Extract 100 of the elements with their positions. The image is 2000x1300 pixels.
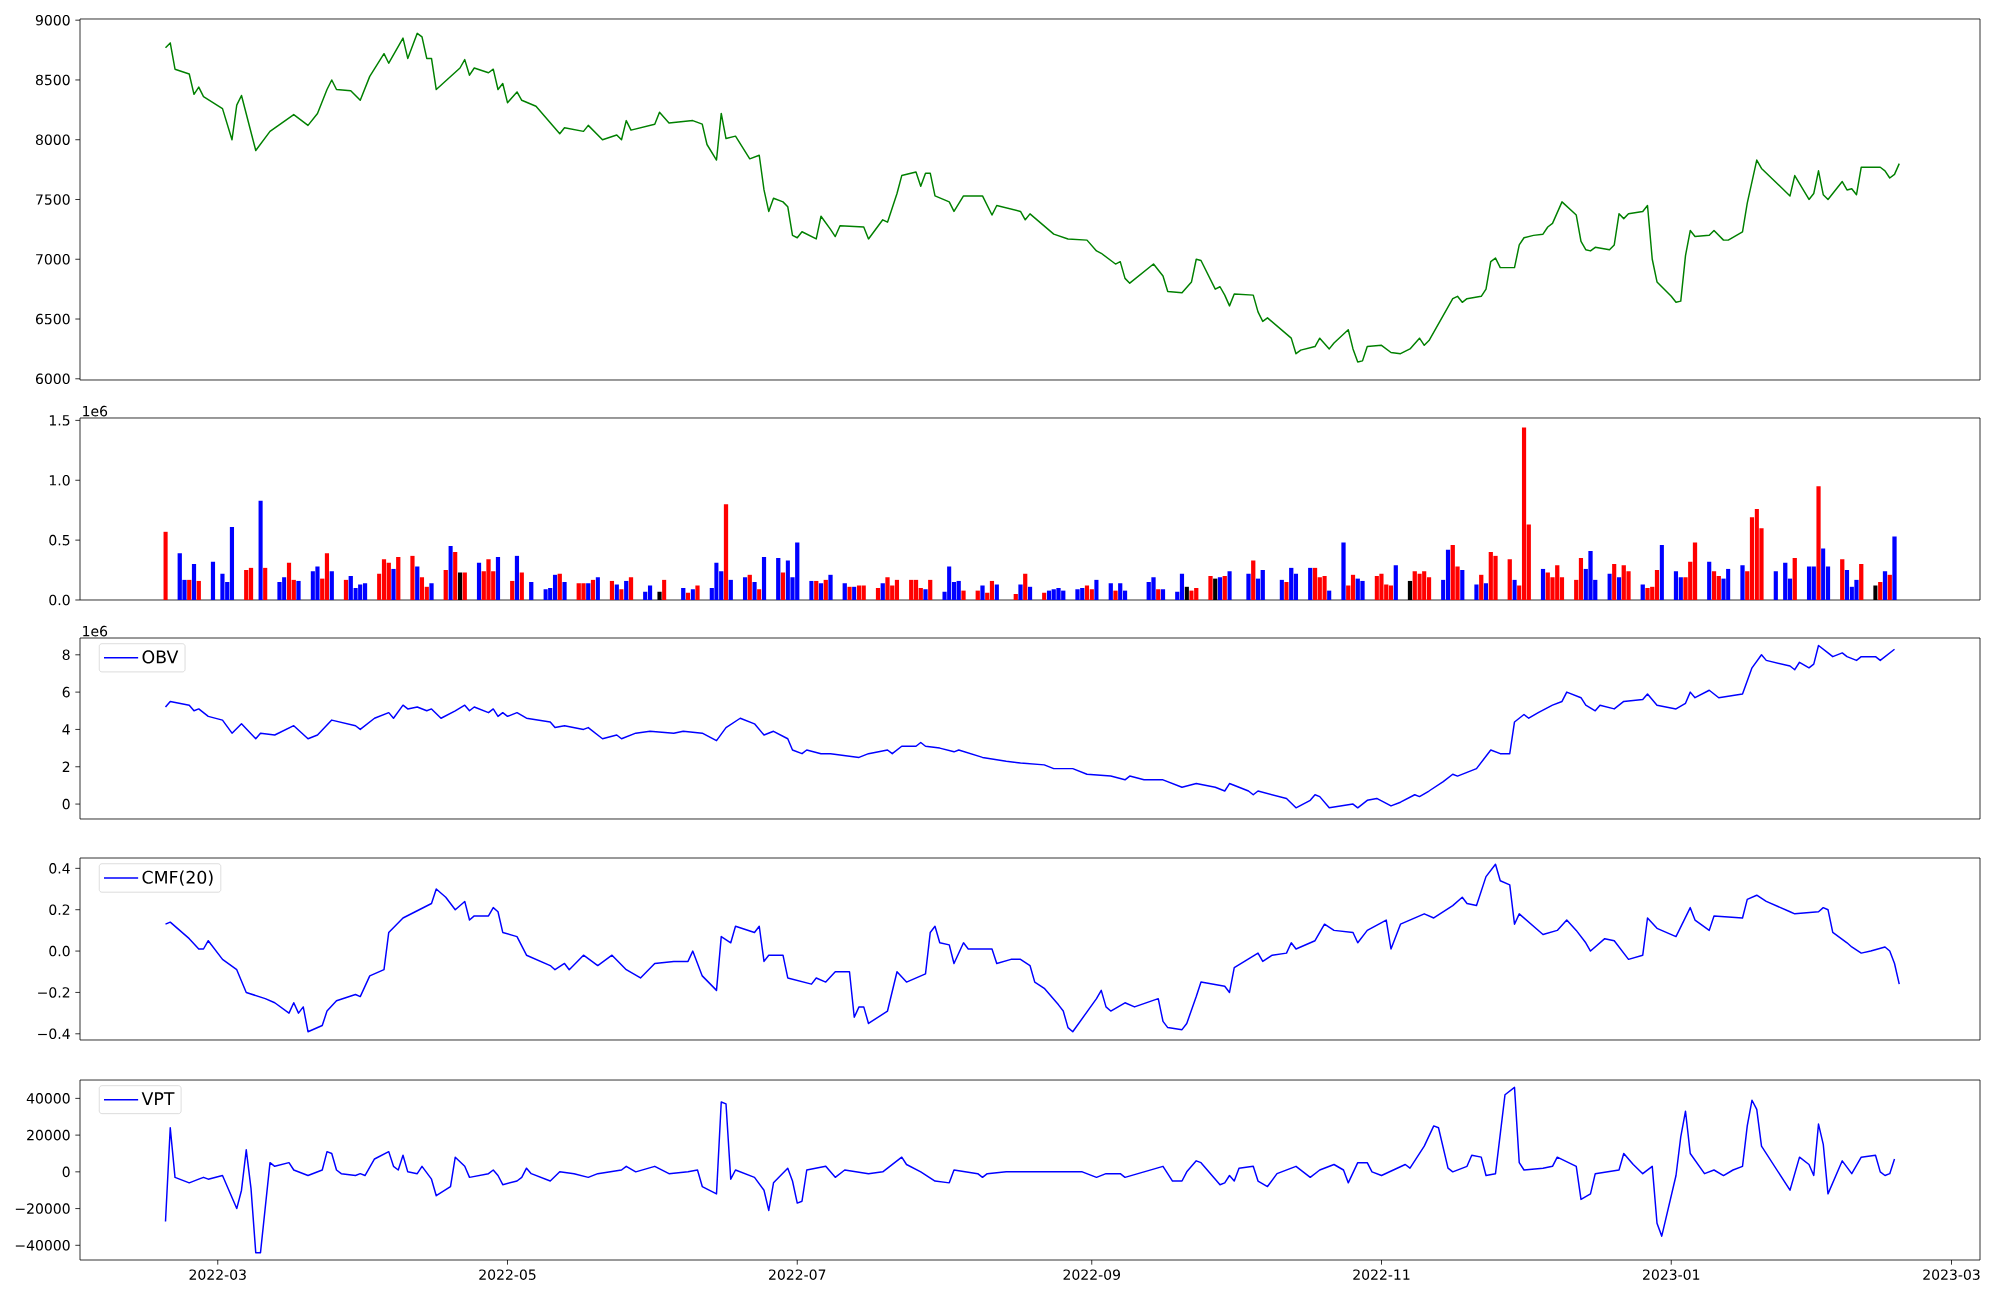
bar: [1588, 550, 1593, 600]
bar: [210, 561, 216, 600]
bar: [1445, 549, 1451, 600]
bar: [875, 588, 881, 600]
bar: [1417, 573, 1422, 600]
bar: [519, 572, 524, 600]
y-tick-label: −0.2: [38, 987, 70, 998]
bar: [1806, 566, 1812, 600]
bar: [752, 582, 757, 600]
bar: [1474, 584, 1479, 600]
bar: [429, 583, 434, 600]
bar: [324, 553, 330, 600]
bar: [823, 579, 828, 600]
bar: [780, 572, 786, 600]
bar: [1260, 570, 1265, 600]
bar: [1027, 586, 1033, 600]
x-tick-label: 2023-03: [1923, 1269, 1980, 1280]
bar: [894, 579, 900, 600]
bar: [386, 562, 391, 600]
y-tick-label: −0.4: [38, 1028, 70, 1040]
bar: [1811, 566, 1816, 600]
y-tick-label: 40000: [26, 1093, 70, 1104]
bar: [628, 577, 634, 600]
bar: [856, 585, 862, 600]
y-tick-label: 0.4: [49, 863, 70, 874]
bar: [1540, 568, 1546, 600]
bar: [1151, 577, 1156, 600]
bar: [662, 579, 667, 600]
bar: [590, 579, 596, 600]
y-tick-label: 6500: [35, 313, 70, 325]
bar: [1217, 577, 1223, 600]
bar: [1692, 542, 1698, 600]
bar: [1493, 555, 1498, 600]
bar: [529, 582, 534, 600]
bar: [315, 566, 320, 600]
bar: [818, 583, 824, 600]
bar: [1289, 567, 1294, 600]
bar: [329, 571, 334, 600]
bar: [1322, 576, 1327, 600]
legend-label: OBV: [142, 650, 179, 664]
bar: [1227, 571, 1232, 600]
bar: [723, 504, 729, 600]
bar: [947, 566, 952, 600]
bar: [814, 580, 819, 600]
bar: [1887, 574, 1892, 600]
bar: [595, 577, 600, 600]
bar: [1208, 576, 1213, 600]
bar: [1507, 559, 1512, 600]
bar: [1878, 582, 1883, 600]
bar: [923, 589, 928, 600]
bar: [1711, 571, 1717, 600]
bar: [1740, 565, 1745, 600]
bar: [1056, 588, 1061, 600]
bar: [1179, 573, 1185, 600]
bar: [1422, 571, 1427, 600]
bar: [419, 577, 425, 600]
bar: [742, 577, 748, 600]
bar: [885, 577, 890, 600]
bar: [776, 558, 781, 600]
bar: [681, 588, 686, 600]
bar: [1645, 588, 1650, 600]
bar: [282, 577, 287, 600]
y-tick-label: 1.0: [49, 474, 70, 486]
y-tick-label: 8500: [35, 74, 70, 86]
bar: [1312, 567, 1318, 600]
bar: [847, 586, 852, 600]
y-tick-label: 8: [62, 649, 70, 661]
line-series: [164, 32, 1900, 363]
bar: [1308, 567, 1313, 600]
y-tick-label: −40000: [15, 1240, 70, 1251]
bar: [761, 556, 767, 600]
y-tick-label: 0: [62, 798, 70, 810]
x-tick-label: 2022-05: [479, 1269, 536, 1280]
bar: [443, 570, 448, 600]
y-tick-label: 20000: [27, 1129, 70, 1141]
bar: [229, 526, 235, 600]
bar: [486, 559, 491, 600]
bar: [1388, 585, 1394, 600]
bar: [747, 574, 752, 600]
bar: [1108, 583, 1113, 600]
y-tick-label: 0.0: [49, 594, 70, 606]
bar: [1892, 536, 1897, 600]
bar: [396, 556, 401, 600]
bar: [1483, 583, 1489, 600]
bar: [980, 585, 985, 600]
y-tick-label: 7500: [36, 194, 70, 205]
bar: [1854, 579, 1859, 600]
bar: [714, 562, 719, 600]
bar: [510, 580, 515, 600]
bar: [880, 583, 885, 600]
y-tick-label: 9000: [35, 14, 70, 26]
bar: [562, 582, 567, 600]
bar: [1393, 565, 1398, 600]
bar: [1521, 427, 1527, 600]
bar: [1118, 583, 1123, 600]
bar: [476, 562, 482, 600]
bar: [514, 555, 520, 600]
y-tick-label: −20000: [15, 1203, 70, 1214]
bar: [728, 579, 733, 600]
x-tick-label: 2022-09: [1063, 1269, 1120, 1280]
